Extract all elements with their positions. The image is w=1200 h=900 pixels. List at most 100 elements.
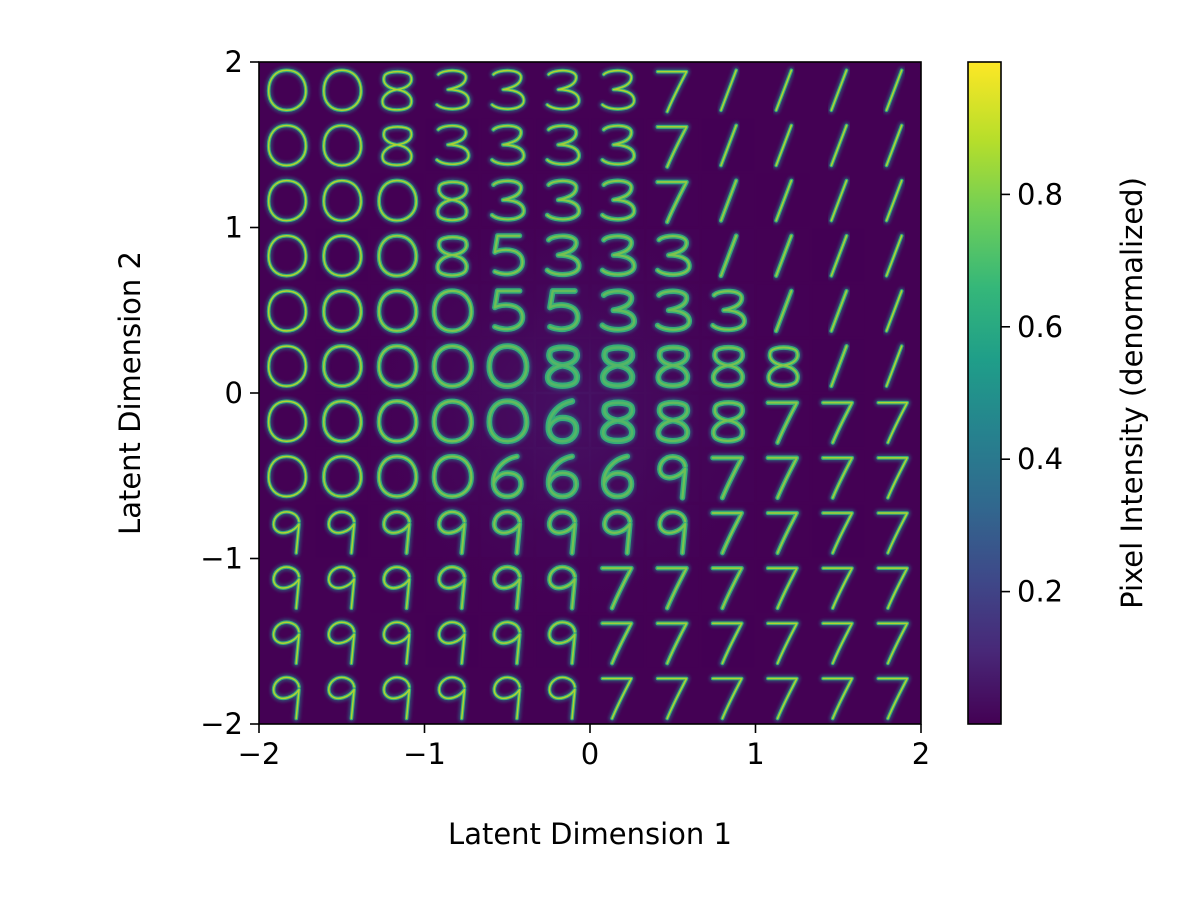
y-tick-label: −1 bbox=[200, 542, 243, 576]
digit-stroke-core bbox=[656, 125, 688, 168]
digit-stroke-core bbox=[656, 181, 688, 223]
digit-cell bbox=[646, 284, 699, 337]
digit-stroke-core bbox=[436, 124, 470, 165]
digit-stroke-body bbox=[657, 509, 688, 556]
digit-cell bbox=[819, 564, 856, 612]
digit-stroke-core bbox=[877, 401, 908, 444]
digit-stroke-body bbox=[710, 344, 745, 389]
x-tick-label: 1 bbox=[746, 737, 764, 771]
digit-cell bbox=[646, 449, 699, 503]
digit-stroke-core bbox=[877, 622, 908, 665]
colorbar: 0.2 0.4 0.6 0.8 Pixel Intensity (denormaliz… bbox=[967, 61, 1149, 725]
digit-cell bbox=[315, 449, 368, 502]
digit-stroke-core bbox=[711, 456, 743, 499]
digit-cell bbox=[265, 121, 310, 169]
digit-stroke-body bbox=[491, 509, 523, 556]
digit-stroke-core bbox=[601, 290, 636, 331]
digit-stroke-core bbox=[438, 510, 466, 554]
digit-stroke-core bbox=[548, 289, 579, 331]
digit-stroke-core bbox=[383, 621, 411, 665]
digit-stroke-core bbox=[656, 567, 688, 610]
digit-stroke-core bbox=[711, 512, 743, 554]
digit-cell bbox=[591, 504, 644, 558]
digit-cell bbox=[764, 619, 801, 667]
digit-stroke-body bbox=[490, 453, 524, 500]
digit-stroke-core bbox=[711, 622, 743, 665]
digit-cell bbox=[591, 394, 644, 447]
digit-cell bbox=[481, 559, 534, 613]
digit-stroke-core bbox=[272, 621, 300, 665]
digit-stroke-core bbox=[436, 69, 470, 110]
digit-cell bbox=[270, 618, 303, 667]
x-tick-label: −2 bbox=[238, 737, 281, 771]
digit-cell bbox=[654, 675, 690, 722]
digit-cell bbox=[756, 504, 810, 558]
digit-stroke-body bbox=[431, 343, 474, 389]
digit-cell bbox=[709, 619, 746, 667]
digit-stroke-core bbox=[383, 511, 411, 554]
digit-stroke-core bbox=[711, 567, 743, 610]
digit-cell bbox=[370, 559, 424, 613]
digit-cell bbox=[425, 449, 479, 502]
digit-cell bbox=[488, 67, 528, 113]
digit-stroke-core bbox=[830, 124, 848, 167]
digit-stroke-core bbox=[546, 69, 580, 110]
digit-cell bbox=[546, 674, 579, 722]
digit-cell bbox=[772, 121, 795, 169]
digit-stroke-body bbox=[655, 344, 691, 389]
digit-stroke-core bbox=[720, 124, 737, 167]
digit-cell bbox=[481, 504, 534, 558]
digit-stroke-core bbox=[491, 69, 525, 110]
digit-cell bbox=[646, 559, 699, 613]
digit-cell bbox=[481, 228, 534, 282]
digit-stroke-core bbox=[438, 676, 466, 720]
digit-cell bbox=[827, 66, 850, 114]
digit-cell bbox=[425, 504, 479, 558]
digit-stroke-core bbox=[433, 455, 473, 498]
digit-stroke-core bbox=[601, 235, 636, 276]
digit-stroke-core bbox=[822, 401, 853, 444]
digit-cell bbox=[536, 559, 589, 613]
digit-stroke-core bbox=[438, 621, 466, 665]
digit-cell bbox=[646, 118, 699, 171]
digit-stroke-core bbox=[656, 235, 691, 276]
digit-cell bbox=[819, 619, 856, 667]
digit-cell bbox=[701, 504, 755, 558]
digit-cell bbox=[481, 615, 534, 668]
digit-cell bbox=[536, 394, 589, 447]
digit-cell bbox=[591, 449, 644, 502]
digit-cell bbox=[270, 508, 303, 557]
digit-stroke-core bbox=[822, 567, 853, 609]
digit-stroke-body bbox=[546, 509, 578, 556]
digit-stroke-core bbox=[433, 345, 473, 388]
digit-stroke-core bbox=[767, 622, 798, 665]
digit-cell bbox=[812, 284, 865, 337]
colorbar-tick-label: 0.8 bbox=[1017, 177, 1063, 211]
digit-cell bbox=[265, 287, 310, 335]
digit-cell bbox=[320, 121, 365, 169]
digit-stroke-core bbox=[488, 344, 528, 388]
digit-cell bbox=[591, 559, 644, 613]
digit-cell bbox=[490, 674, 524, 722]
digit-stroke-core bbox=[272, 511, 300, 554]
digit-cell bbox=[270, 563, 303, 612]
digit-cell bbox=[433, 122, 473, 168]
digit-stroke-core bbox=[711, 677, 743, 720]
digit-cell bbox=[764, 675, 801, 722]
digit-stroke-body bbox=[657, 454, 688, 501]
digit-cell bbox=[435, 618, 469, 667]
digit-cell bbox=[481, 284, 534, 337]
digit-cell bbox=[325, 618, 358, 667]
y-tick-label: 0 bbox=[225, 376, 243, 410]
digit-stroke-body bbox=[710, 288, 747, 333]
digit-cell bbox=[265, 232, 310, 280]
digit-stroke-core bbox=[267, 179, 307, 222]
digit-cell bbox=[701, 394, 755, 447]
digit-cell bbox=[536, 339, 589, 392]
digit-cell bbox=[265, 342, 310, 390]
digit-cell bbox=[883, 232, 906, 280]
digit-cell bbox=[717, 121, 740, 169]
digit-cell bbox=[874, 675, 911, 722]
digit-stroke-core bbox=[601, 179, 636, 221]
digit-stroke-core bbox=[433, 289, 473, 332]
